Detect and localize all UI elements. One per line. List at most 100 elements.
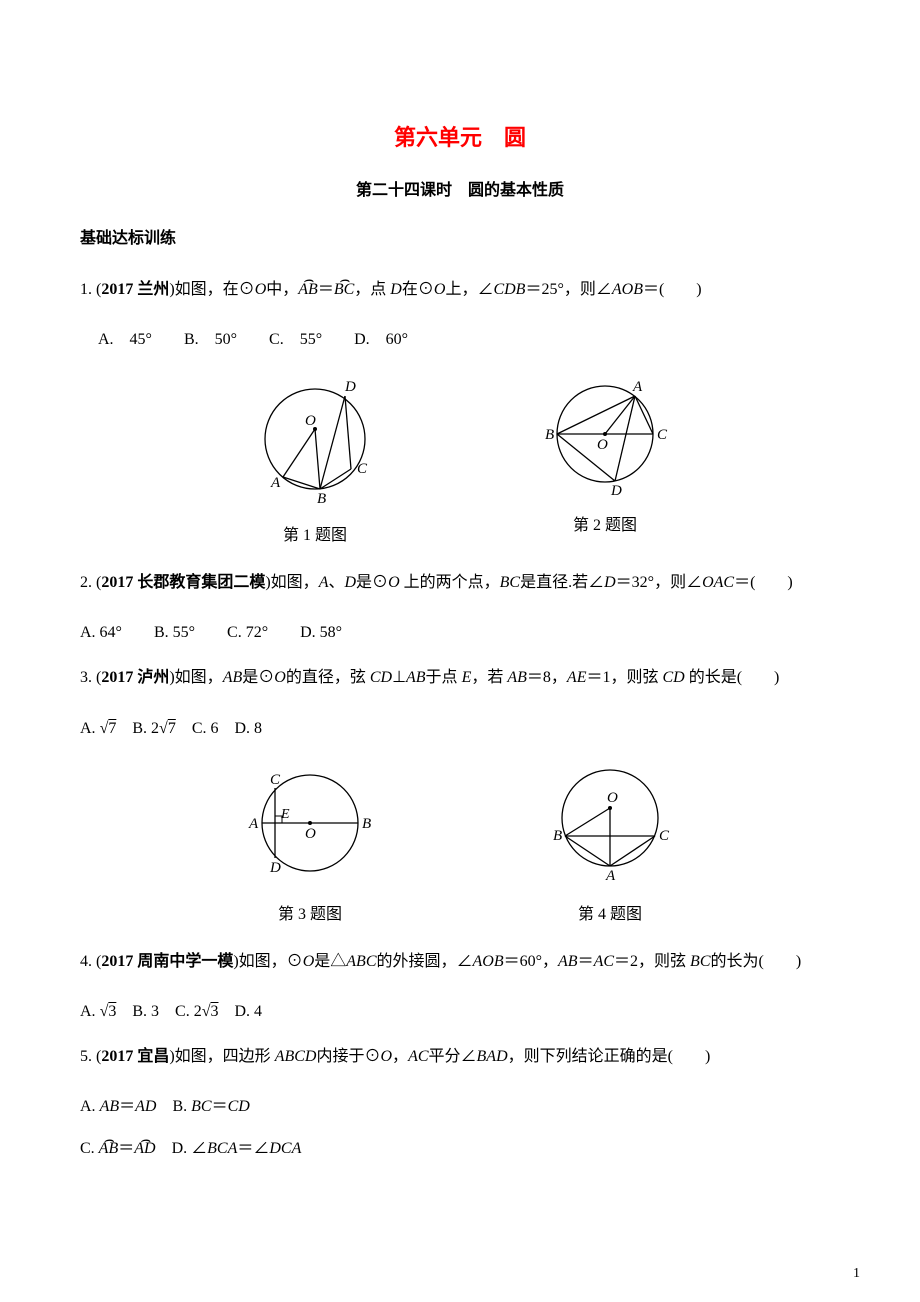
figure-3-svg: A B C D E O — [235, 758, 385, 888]
q3-b8: ＝1，则弦 — [586, 669, 662, 686]
q2-b6: ＝( ) — [734, 574, 793, 591]
svg-text:D: D — [269, 860, 281, 876]
svg-text:O: O — [597, 437, 608, 453]
q3-b6: ，若 — [471, 669, 507, 686]
q4-b5: ＝ — [578, 953, 594, 970]
q5-oA-pre: A. — [80, 1098, 100, 1115]
q3-i8: CD — [662, 669, 684, 686]
svg-text:A: A — [270, 475, 281, 491]
unit-title: 第六单元 圆 — [80, 120, 840, 152]
svg-text:E: E — [280, 807, 290, 822]
q3-i5: E — [462, 669, 472, 686]
q5-i2: O — [380, 1048, 392, 1065]
q1-b7: ＝( ) — [643, 281, 702, 298]
figure-row-1-2: O A B C D 第 1 题图 A B C D O 第 2 题图 — [80, 369, 840, 545]
q3-options: A. √7 B. 2√7 C. 6 D. 8 — [80, 714, 840, 738]
lesson-title: 第二十四课时 圆的基本性质 — [80, 176, 840, 200]
q5-oC-a1: AB — [99, 1140, 119, 1158]
q4-i3: AOB — [473, 953, 504, 970]
q1-b1: )如图，在⊙ — [169, 281, 254, 298]
q5-b4: 平分∠ — [429, 1048, 477, 1065]
svg-text:B: B — [362, 816, 371, 832]
svg-text:A: A — [605, 868, 616, 884]
q5-options-line2: C. AB＝AD D. ∠BCA＝∠DCA — [80, 1134, 840, 1158]
q4-i4: AB — [558, 953, 578, 970]
q4-b7: 的长为( ) — [711, 953, 802, 970]
figure-3-caption: 第 3 题图 — [235, 900, 385, 924]
q3-prefix: 3. ( — [80, 669, 101, 686]
svg-text:A: A — [632, 379, 643, 395]
q4-oC: D. 4 — [218, 1003, 262, 1020]
q5-b5: ，则下列结论正确的是( ) — [508, 1048, 711, 1065]
q2-i5: D — [604, 574, 616, 591]
q1-eq: ＝ — [318, 281, 334, 298]
q1-b5: 上，∠ — [445, 281, 493, 298]
q4-oA: A. — [80, 1003, 100, 1020]
figure-4-svg: O B C A — [535, 758, 685, 888]
question-4: 4. (2017 周南中学一模)如图，⊙O是△ABC的外接圆，∠AOB＝60°，… — [80, 944, 840, 979]
q5-oA-i2: AD — [135, 1098, 156, 1115]
q1-prefix: 1. ( — [80, 281, 101, 298]
section-text: 基础达标训练 — [80, 230, 176, 247]
q1-i1: O — [255, 281, 267, 298]
svg-text:A: A — [248, 816, 259, 832]
q5-b1: )如图，四边形 — [169, 1048, 274, 1065]
q3-b4: ⊥ — [392, 669, 406, 686]
svg-text:D: D — [610, 483, 622, 499]
q5-oC-pre: C. — [80, 1140, 99, 1157]
q4-b6: ＝2，则弦 — [614, 953, 690, 970]
q2-i1: A — [319, 574, 329, 591]
q2-i3: O — [388, 574, 400, 591]
q4-i5: AC — [594, 953, 614, 970]
q3-i4: AB — [406, 669, 426, 686]
q4-source: 2017 周南中学一模 — [101, 953, 233, 970]
subtitle-text: 第二十四课时 圆的基本性质 — [356, 182, 564, 199]
q3-b7: ＝8， — [527, 669, 567, 686]
q5-oC-mid: ＝ — [118, 1140, 134, 1157]
page-number: 1 — [853, 1266, 860, 1282]
q1-i2: D — [390, 281, 402, 298]
q1-source: 2017 兰州 — [101, 281, 169, 298]
q1-i4: CDB — [493, 281, 525, 298]
svg-text:O: O — [305, 413, 316, 429]
figure-4-caption: 第 4 题图 — [535, 900, 685, 924]
q4-oB: B. 3 C. 2 — [116, 1003, 201, 1020]
q5-oD-i2: DCA — [269, 1140, 301, 1157]
q4-b2: 是△ — [314, 953, 346, 970]
svg-text:C: C — [659, 828, 670, 844]
q2-b3: 上的两个点， — [400, 574, 500, 591]
q4-b1: )如图，⊙ — [233, 953, 302, 970]
q2-b1: )如图， — [265, 574, 318, 591]
q3-oB: B. 2 — [116, 720, 159, 737]
q1-i5: AOB — [612, 281, 643, 298]
svg-text:D: D — [344, 379, 356, 395]
figure-1-caption: 第 1 题图 — [245, 521, 385, 545]
figure-row-3-4: A B C D E O 第 3 题图 O B C A 第 4 题图 — [80, 758, 840, 924]
q3-b2: 是⊙ — [242, 669, 274, 686]
q3-oA: A. — [80, 720, 100, 737]
q5-oA-mid: ＝ — [119, 1098, 135, 1115]
q4-b4: ＝60°， — [504, 953, 558, 970]
q3-b9: 的长是( ) — [685, 669, 780, 686]
q1-b4: 在⊙ — [402, 281, 434, 298]
q2-b2: 是⊙ — [356, 574, 388, 591]
q5-options-line1: A. AB＝AD B. BC＝CD — [80, 1092, 840, 1116]
q1-i3: O — [434, 281, 446, 298]
q3-source: 2017 泸州 — [101, 669, 169, 686]
figure-4-block: O B C A 第 4 题图 — [535, 758, 685, 924]
q2-b4: 是直径.若∠ — [520, 574, 604, 591]
q5-i1: ABCD — [275, 1048, 317, 1065]
section-header: 基础达标训练 — [80, 224, 840, 248]
q5-b3: ， — [392, 1048, 408, 1065]
svg-text:C: C — [357, 461, 368, 477]
q5-oB-i2: CD — [228, 1098, 250, 1115]
svg-text:B: B — [317, 491, 326, 507]
q2-options: A. 64° B. 55° C. 72° D. 58° — [80, 618, 840, 642]
svg-text:O: O — [305, 826, 316, 842]
q5-source: 2017 宜昌 — [101, 1048, 169, 1065]
q1-b3: ，点 — [354, 281, 390, 298]
q3-b5: 于点 — [426, 669, 462, 686]
figure-2-svg: A B C D O — [535, 369, 675, 499]
q4-prefix: 4. ( — [80, 953, 101, 970]
figure-2-caption: 第 2 题图 — [535, 511, 675, 535]
